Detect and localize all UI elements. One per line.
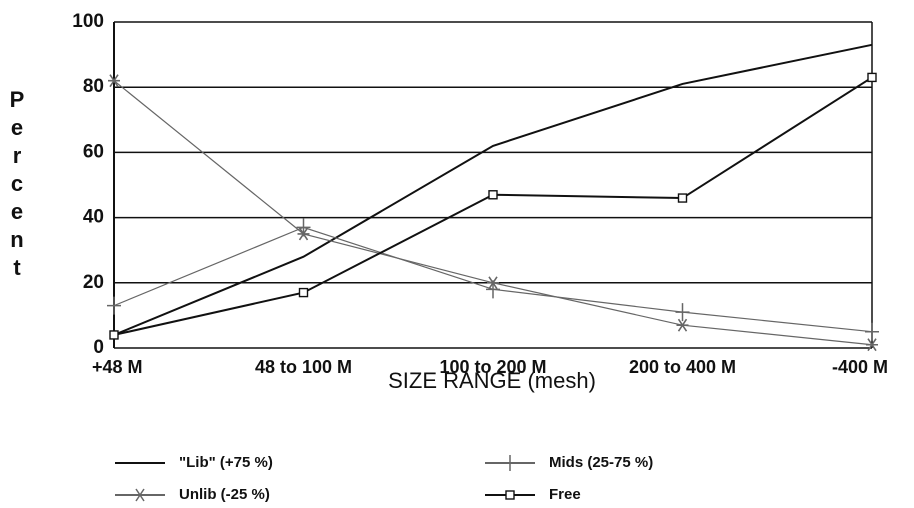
marker-star — [866, 338, 878, 352]
marker-star — [297, 227, 310, 241]
y-tick-label: 80 — [83, 76, 104, 97]
x-axis-label: SIZE RANGE (mesh) — [388, 368, 596, 393]
series-line — [113, 43, 873, 336]
series-line — [113, 80, 873, 346]
marker-square — [867, 72, 877, 83]
legend-label: Unlib (-25 %) — [179, 486, 270, 503]
legend-label: Mids (25-75 %) — [549, 454, 653, 471]
marker-plus — [865, 322, 879, 341]
y-tick-label: 100 — [72, 11, 104, 32]
x-tick-label: 200 to 400 M — [629, 357, 736, 377]
legend-label: Free — [549, 486, 581, 503]
marker-star — [108, 74, 120, 88]
marker-plus — [107, 296, 121, 315]
y-axis-label: Percent — [9, 87, 25, 280]
legend-marker — [135, 488, 145, 502]
series-line — [113, 226, 873, 333]
legend-marker — [505, 490, 515, 500]
x-tick-label: 48 to 100 M — [255, 357, 352, 377]
marker-square — [488, 190, 498, 200]
marker-star — [676, 318, 689, 332]
marker-star — [487, 276, 499, 290]
y-tick-label: 20 — [83, 272, 104, 293]
x-tick-label: +48 M — [92, 357, 143, 377]
x-tick-label: 100 to 200 M — [439, 357, 546, 377]
marker-square — [109, 330, 119, 340]
legend-label: "Lib" (+75 %) — [179, 454, 273, 471]
y-tick-label: 40 — [83, 207, 104, 228]
x-tick-label: -400 M — [832, 357, 888, 377]
y-tick-label: 0 — [93, 337, 104, 358]
marker-square — [298, 287, 309, 298]
marker-square — [677, 193, 688, 203]
y-tick-label: 60 — [83, 141, 104, 162]
marker-plus — [675, 303, 690, 322]
